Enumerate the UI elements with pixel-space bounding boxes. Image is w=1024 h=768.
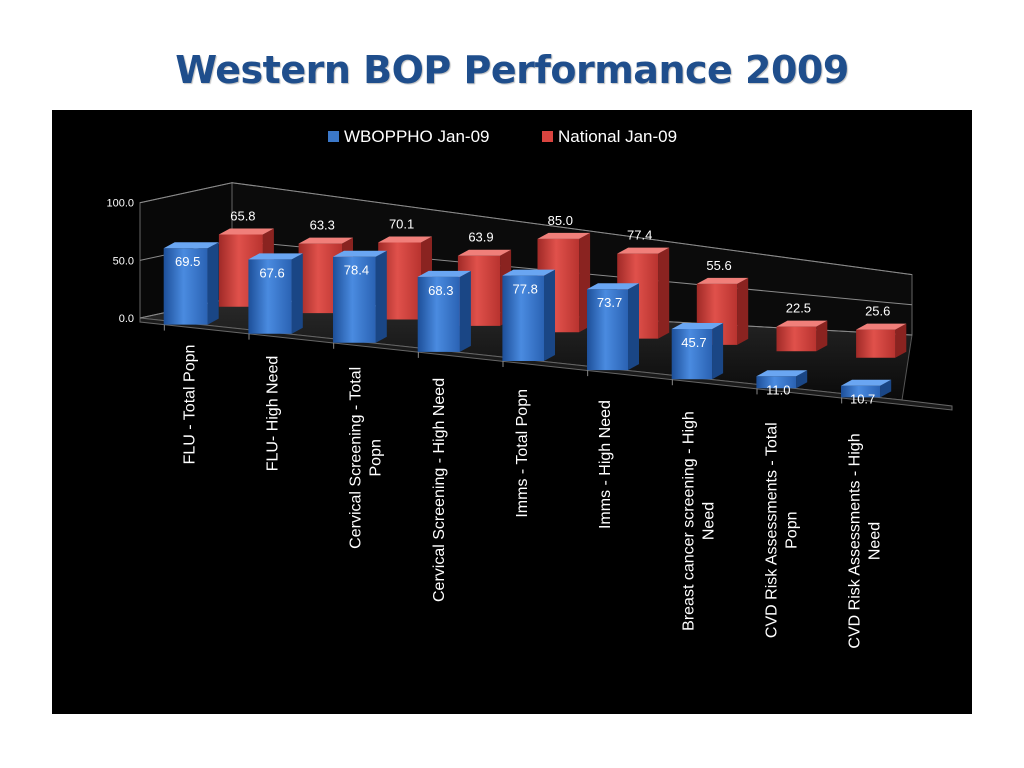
x-axis: FLU - Total Popn FLU- High Need Cervical S… (163, 324, 884, 649)
legend-label: National Jan-09 (558, 127, 677, 146)
data-label: 67.6 (259, 265, 284, 280)
legend: WBOPPHO Jan-09 National Jan-09 (328, 127, 677, 146)
category-label: Imms - Total Popn (514, 389, 531, 518)
data-label: 68.3 (428, 283, 453, 298)
bar-national-2: 70.1 (378, 217, 432, 320)
data-label: 77.4 (627, 228, 652, 243)
y-tick-label: 100.0 (106, 198, 134, 210)
data-label: 63.3 (310, 218, 335, 233)
bar-wboppho-2: 78.4 (333, 250, 387, 343)
chart-panel: WBOPPHO Jan-09 National Jan-09 0.0 50.0 100… (52, 110, 972, 714)
bar-wboppho-6: 45.7 (671, 323, 724, 380)
bar-national-8: 25.6 (856, 304, 907, 358)
data-label: 65.8 (230, 209, 255, 224)
bar-wboppho-1: 67.6 (248, 253, 303, 334)
category-label: Cervical Screening - High Need (431, 378, 448, 602)
category-label: CVD Risk Assessments - Total Popn (764, 422, 801, 638)
data-label: 45.7 (681, 335, 706, 350)
category-label: Cervical Screening - Total Popn (348, 367, 385, 549)
category-label: Imms - High Need (597, 400, 614, 529)
category-label: FLU - Total Popn (181, 345, 198, 465)
data-label: 70.1 (389, 217, 414, 232)
bar-national-7: 22.5 (776, 301, 828, 352)
data-label: 78.4 (344, 263, 369, 278)
legend-swatch (328, 131, 339, 142)
slide-title: Western BOP Performance 2009 (175, 48, 849, 92)
bar-wboppho-0: 69.5 (163, 242, 219, 325)
data-label: 85.0 (548, 213, 573, 228)
legend-label: WBOPPHO Jan-09 (344, 127, 490, 146)
bar-wboppho-4: 77.8 (502, 269, 555, 361)
data-label: 55.6 (706, 258, 731, 273)
legend-swatch (542, 131, 553, 142)
bar-chart: WBOPPHO Jan-09 National Jan-09 0.0 50.0 100… (106, 127, 953, 649)
data-label: 77.8 (513, 282, 538, 297)
gridline (139, 182, 913, 276)
data-label: 63.9 (468, 230, 493, 245)
data-label: 10.7 (850, 392, 875, 407)
data-label: 69.5 (175, 254, 200, 269)
data-label: 22.5 (786, 301, 811, 316)
data-label: 73.7 (597, 295, 622, 310)
data-label: 25.6 (865, 304, 890, 319)
bar-wboppho-7: 11.0 (756, 370, 808, 397)
category-label: Breast cancer screening - High Need (680, 411, 717, 631)
bar-wboppho-3: 68.3 (417, 270, 471, 352)
bars: 65.8 69.5 63.3 67.6 70.1 78.4 63.9 68.3 85.0 77.8… (163, 209, 907, 407)
y-tick-label: 50.0 (113, 255, 134, 267)
data-label: 11.0 (766, 382, 790, 397)
y-tick-label: 0.0 (119, 313, 134, 325)
bar-wboppho-5: 73.7 (587, 283, 639, 371)
bar-wboppho-8: 10.7 (841, 379, 892, 407)
category-label: FLU- High Need (265, 356, 282, 472)
category-label: CVD Risk Assessments - High Need (847, 433, 884, 648)
